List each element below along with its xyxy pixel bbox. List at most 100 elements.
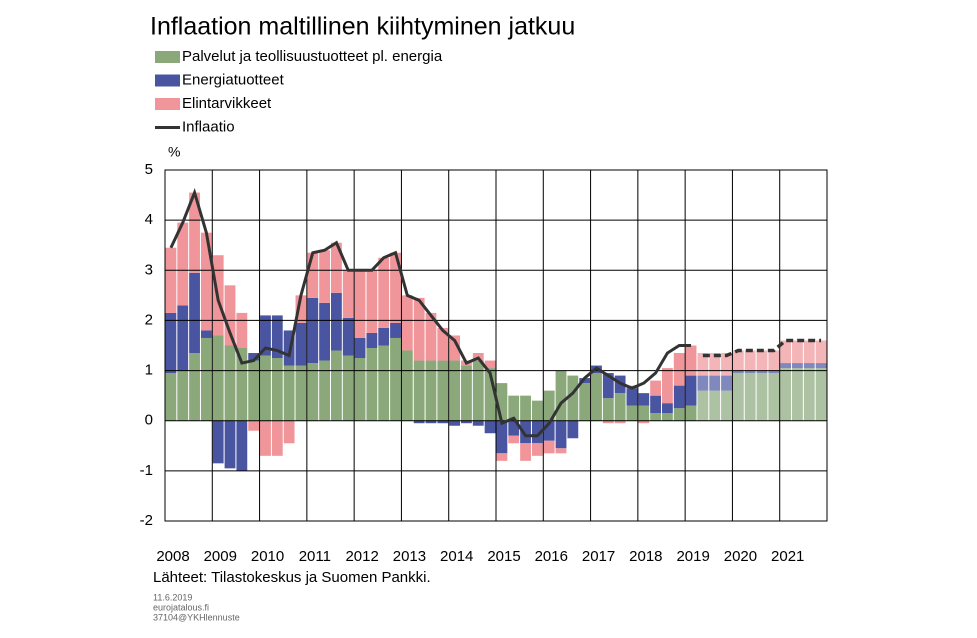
bar-segment xyxy=(331,292,342,351)
x-tick-label: 2015 xyxy=(487,548,520,565)
bar-segment xyxy=(425,420,437,424)
bar-segment xyxy=(413,297,425,361)
bar-segment xyxy=(449,360,461,421)
bar-segment xyxy=(543,420,555,441)
plot-frame xyxy=(164,169,828,522)
bar-segment xyxy=(555,370,567,421)
bar-segment xyxy=(673,385,685,409)
bar-segment xyxy=(721,353,732,376)
bar-segment xyxy=(520,443,531,461)
chart-title: Inflaation maltillinen kiihtyminen jatku… xyxy=(150,13,575,41)
bar-segment xyxy=(697,353,709,376)
bar-segment xyxy=(366,348,378,421)
y-tick-label: 3 xyxy=(145,261,153,278)
y-axis-label: % xyxy=(168,144,180,160)
bar-segment xyxy=(543,440,555,454)
y-tick-label: 5 xyxy=(145,161,153,178)
bar-segment xyxy=(271,420,283,456)
bar-segment xyxy=(614,393,626,421)
legend-label: Palvelut ja teollisuustuotteet pl. energ… xyxy=(182,48,443,65)
bar-segment xyxy=(484,368,496,421)
bar-segment xyxy=(768,370,780,374)
bar-segment xyxy=(803,340,815,364)
y-tick-label: 1 xyxy=(145,362,153,379)
bar-segment xyxy=(295,295,307,323)
bar-segment xyxy=(319,360,330,421)
y-tick-label: 4 xyxy=(145,211,153,228)
bar-segment xyxy=(697,375,709,391)
bar-segment xyxy=(472,420,484,426)
bar-segment xyxy=(165,247,177,313)
x-tick-label: 2010 xyxy=(251,548,284,565)
bar-segment xyxy=(378,327,390,346)
bar-segment xyxy=(697,390,709,421)
bar-segment xyxy=(531,400,543,421)
legend-label: Inflaatio xyxy=(182,118,235,135)
bar-segment xyxy=(626,405,638,421)
bar-segment xyxy=(189,353,200,421)
bar-segment xyxy=(165,312,177,374)
footnote: eurojatalous.fi xyxy=(153,602,209,612)
bar-segment xyxy=(354,270,366,338)
bar-segment xyxy=(508,395,520,421)
bar-segment xyxy=(461,420,472,424)
y-tick-label: -2 xyxy=(140,512,153,529)
bar-segment xyxy=(449,335,461,361)
bar-segment xyxy=(366,332,378,349)
bar-segment xyxy=(236,312,248,349)
bar-segment xyxy=(614,420,626,424)
bar-segment xyxy=(437,327,449,361)
bar-segment xyxy=(177,370,189,421)
bar-segment xyxy=(354,358,366,421)
bar-segment xyxy=(496,383,508,421)
x-tick-label: 2012 xyxy=(345,548,378,565)
bar-segment xyxy=(744,373,756,421)
bar-segment xyxy=(437,420,449,424)
bar-segment xyxy=(709,390,721,421)
bar-segment xyxy=(200,330,212,338)
bar-segment xyxy=(638,393,650,406)
footnote: 11.6.2019 xyxy=(153,592,192,602)
bar-segment xyxy=(567,375,579,421)
bar-segment xyxy=(307,297,319,364)
bar-segment xyxy=(425,312,437,361)
bar-segment xyxy=(484,420,496,434)
bar-segment xyxy=(662,368,673,404)
bar-segment xyxy=(342,317,354,356)
bar-segment xyxy=(354,337,366,359)
bar-segment xyxy=(780,363,792,369)
bar-segment xyxy=(425,360,437,421)
bar-segment xyxy=(709,375,721,391)
bar-segment xyxy=(602,398,614,421)
bar-segment xyxy=(283,365,295,421)
bar-segment xyxy=(756,370,768,374)
bar-segment xyxy=(461,365,472,421)
bar-segment xyxy=(366,270,378,333)
bar-segment xyxy=(756,350,768,371)
bar-segment xyxy=(295,365,307,421)
x-tick-label: 2019 xyxy=(676,548,709,565)
bar-segment xyxy=(200,337,212,421)
bar-segment xyxy=(212,420,224,464)
bar-segment xyxy=(555,420,567,449)
bar-segment xyxy=(295,322,307,366)
source: Lähteet: Tilastokeskus ja Suomen Pankki. xyxy=(153,569,431,586)
bar-segment xyxy=(390,337,401,421)
bar-segment xyxy=(224,345,236,421)
bar-segment xyxy=(602,373,614,399)
x-tick-label: 2011 xyxy=(299,548,331,565)
x-tick-label: 2016 xyxy=(535,548,568,565)
bar-segment xyxy=(236,420,248,471)
bar-segment xyxy=(520,395,531,421)
bar-segment xyxy=(685,375,697,406)
bar-segment xyxy=(307,252,319,298)
bar-segment xyxy=(496,420,508,454)
bar-segment xyxy=(626,388,638,406)
bar-segment xyxy=(780,340,792,364)
bar-segment xyxy=(756,373,768,421)
legend-swatch xyxy=(155,74,180,87)
bar-segment xyxy=(543,390,555,421)
bar-segment xyxy=(260,420,271,456)
bar-segment xyxy=(709,353,721,376)
bar-segment xyxy=(390,252,401,323)
